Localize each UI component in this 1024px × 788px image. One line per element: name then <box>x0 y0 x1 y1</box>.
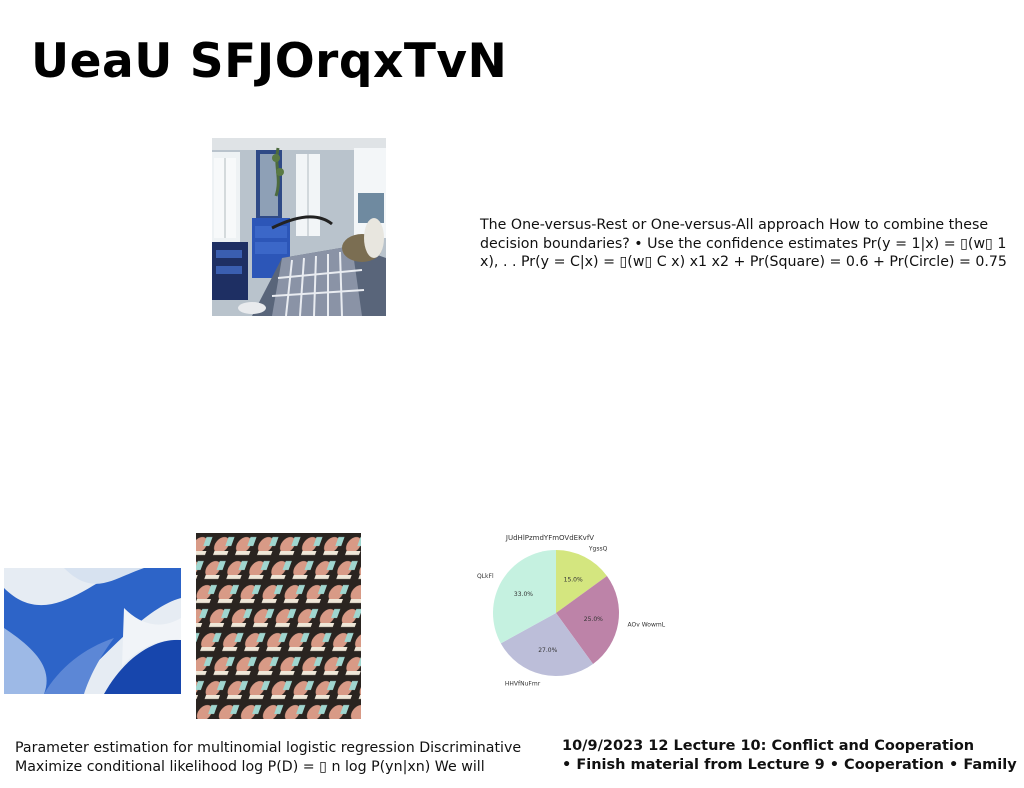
pie-category-label-1: YgssQ <box>588 545 608 552</box>
slide-body-text: The One-versus-Rest or One-versus-All ap… <box>480 217 1007 270</box>
pie-category-label-4: QLkFl <box>477 573 494 580</box>
bottom-left-text: Parameter estimation for multinomial log… <box>15 740 522 775</box>
pie-value-label-3: 27.0% <box>538 647 557 654</box>
pie-category-label-3: HHVfNuFmr <box>505 681 541 688</box>
bedroom-image <box>212 138 386 316</box>
pie-chart: JUdHlPzmdYFmOVdEKvfV 15.0% YgssQ 25.0% AOv … <box>470 528 670 718</box>
pie-slice-1 <box>556 550 607 613</box>
blue-abstract-image <box>4 568 181 694</box>
footer-line-1: 10/9/2023 12 Lecture 10: Conflict and Co… <box>562 738 975 754</box>
pie-value-label-1: 15.0% <box>564 576 583 583</box>
pie-slice-2 <box>556 575 619 664</box>
pie-value-label-4: 33.0% <box>514 591 533 598</box>
blue-abstract-graphic <box>4 568 181 694</box>
pie-slice-4 <box>493 550 556 644</box>
pie-value-label-2: 25.0% <box>584 616 603 623</box>
pie-chart-svg: JUdHlPzmdYFmOVdEKvfV 15.0% YgssQ 25.0% AOv … <box>477 534 666 688</box>
footer-line-2: • Finish material from Lecture 9 • Coope… <box>562 756 1017 773</box>
slide-title: UeaU SFJOrqxTvN <box>31 34 508 89</box>
pie-slice-3 <box>500 613 594 676</box>
pie-category-label-2: AOv WowmL <box>628 621 666 628</box>
bedroom-photo <box>212 138 386 316</box>
pattern-image <box>196 533 361 719</box>
pattern-graphic <box>196 533 361 719</box>
chart-title: JUdHlPzmdYFmOVdEKvfV <box>505 534 594 542</box>
footer-text: 10/9/2023 12 Lecture 10: Conflict and Co… <box>562 737 1022 774</box>
